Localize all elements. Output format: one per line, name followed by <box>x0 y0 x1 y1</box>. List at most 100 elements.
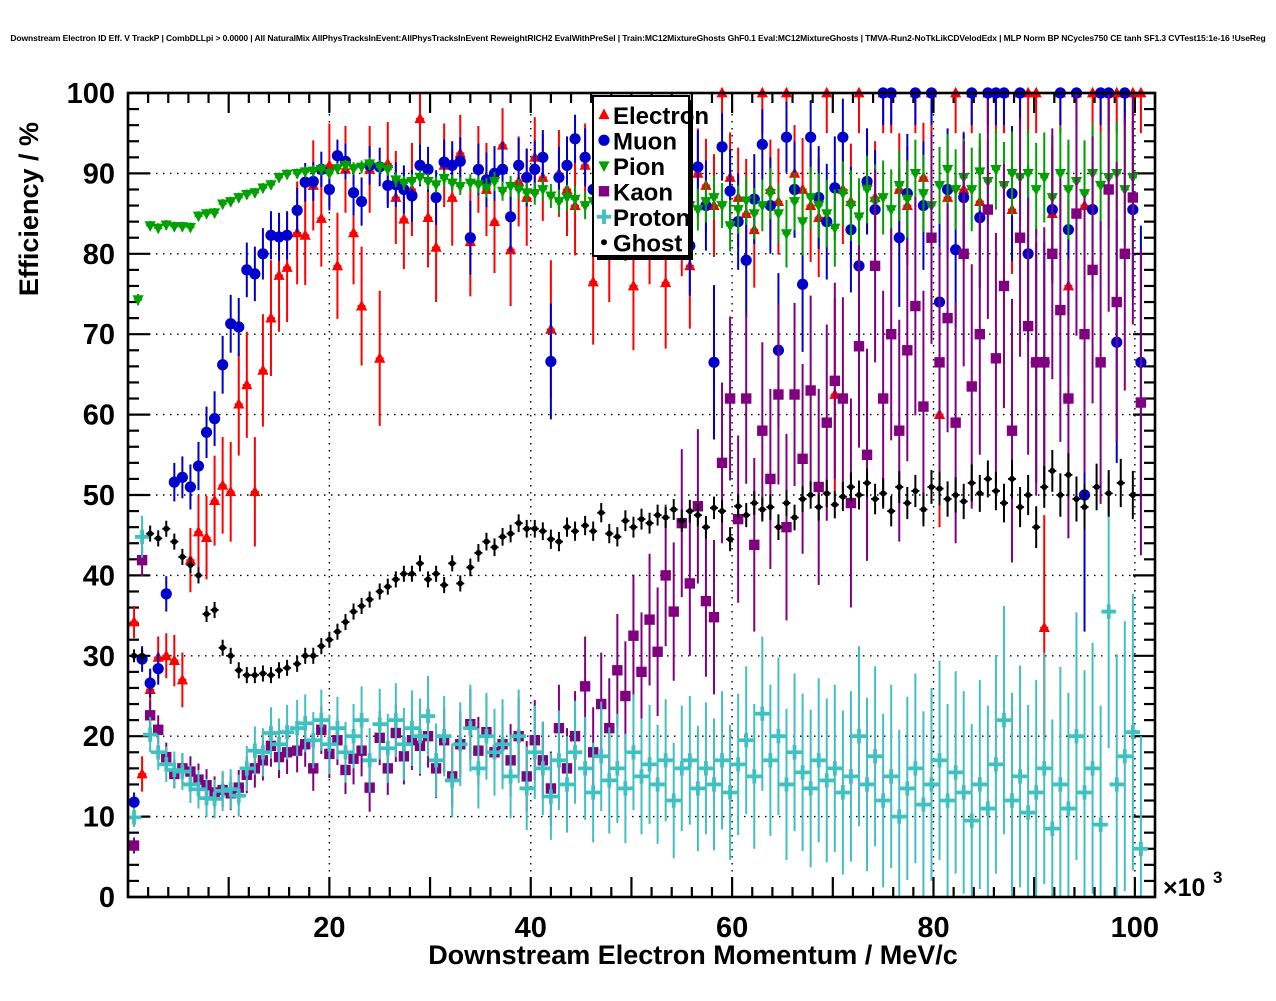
data-point <box>1009 475 1016 482</box>
data-point <box>184 481 197 493</box>
data-point <box>933 181 946 192</box>
data-point <box>968 479 975 486</box>
data-point <box>869 260 881 272</box>
data-point <box>936 485 943 492</box>
data-point <box>547 536 554 543</box>
data-point <box>759 506 766 513</box>
data-point <box>273 173 285 184</box>
data-point <box>756 138 768 151</box>
axis-ticks <box>126 91 1157 899</box>
data-point <box>412 729 428 744</box>
data-point <box>1109 777 1124 792</box>
data-point <box>1095 357 1106 368</box>
data-point <box>739 733 754 748</box>
data-point <box>1063 393 1074 404</box>
legend-item-pion[interactable]: Pion <box>598 154 665 181</box>
data-point <box>483 538 490 545</box>
legend-item-muon[interactable]: Muon <box>598 128 677 155</box>
data-point <box>670 506 677 513</box>
data-point <box>654 512 661 519</box>
legend-item-kaon[interactable]: Kaon <box>598 179 673 206</box>
data-point <box>400 570 407 577</box>
data-point <box>1006 425 1018 436</box>
data-point <box>773 389 784 400</box>
data-point <box>134 529 150 545</box>
data-point <box>191 782 206 797</box>
data-point <box>521 188 533 199</box>
data-point <box>958 248 969 259</box>
data-point <box>347 164 360 175</box>
data-point <box>139 652 146 659</box>
data-point <box>892 809 907 824</box>
data-point <box>342 619 349 626</box>
data-point <box>835 785 851 800</box>
data-point <box>322 737 337 752</box>
data-point <box>893 232 905 244</box>
data-point <box>195 572 202 579</box>
data-point <box>265 180 277 191</box>
data-point <box>513 185 525 196</box>
data-point <box>152 663 164 675</box>
x-axis-label: Downstream Electron Momentum / MeV/c <box>428 940 958 970</box>
data-point <box>748 209 760 220</box>
data-point <box>756 201 768 212</box>
y-tick-label: 20 <box>83 721 115 753</box>
data-point <box>223 782 238 797</box>
data-point <box>487 745 502 760</box>
data-point <box>1078 189 1091 200</box>
data-point <box>128 796 140 808</box>
data-point <box>513 159 525 171</box>
data-point <box>1085 761 1100 776</box>
data-point <box>192 525 205 537</box>
data-point <box>1038 621 1050 633</box>
data-point <box>780 131 793 143</box>
data-point <box>472 163 484 175</box>
legend-marker-proton <box>596 209 612 224</box>
data-point <box>1020 805 1036 820</box>
data-point <box>950 185 962 196</box>
data-point <box>660 276 672 288</box>
legend-box[interactable] <box>592 95 690 257</box>
data-point <box>298 716 313 731</box>
data-point <box>896 483 903 490</box>
data-point <box>523 525 530 532</box>
data-point <box>441 582 448 589</box>
data-point <box>859 777 875 792</box>
data-point <box>131 652 138 659</box>
data-point <box>763 753 778 768</box>
data-point <box>714 753 730 768</box>
data-point <box>273 269 285 280</box>
data-point <box>414 173 426 184</box>
data-point <box>1103 184 1114 195</box>
data-point <box>805 131 817 143</box>
data-point <box>142 727 158 742</box>
data-point <box>789 389 800 400</box>
data-point <box>147 530 154 537</box>
data-point <box>171 538 178 545</box>
data-point <box>749 539 760 551</box>
data-point <box>853 341 865 352</box>
data-point <box>291 169 303 180</box>
legend-item-electron[interactable]: Electron <box>598 103 709 130</box>
data-point <box>537 151 549 163</box>
data-point <box>318 643 325 650</box>
data-point <box>974 329 986 340</box>
data-point <box>990 164 1002 176</box>
legend-item-proton[interactable]: Proton <box>596 205 691 232</box>
data-point <box>751 500 758 507</box>
data-point <box>271 737 287 752</box>
data-point <box>716 201 728 212</box>
data-point <box>992 487 999 494</box>
data-point <box>803 781 818 796</box>
data-point <box>811 753 826 768</box>
data-point <box>630 524 637 531</box>
data-point <box>861 185 873 196</box>
data-point <box>732 205 744 216</box>
data-point <box>160 220 172 232</box>
data-point <box>612 665 623 676</box>
data-point <box>281 229 293 241</box>
data-point <box>406 190 418 202</box>
legend-item-ghost[interactable]: Ghost <box>601 230 682 257</box>
x-axis-multiplier-exponent: 3 <box>1213 868 1222 887</box>
